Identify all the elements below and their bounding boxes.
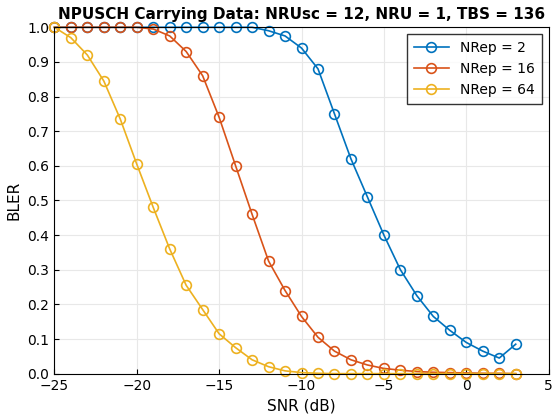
NRep = 64: [216, 331, 222, 336]
NRep = 16: [315, 335, 321, 340]
NRep = 2: [100, 25, 107, 30]
NRep = 2: [183, 25, 189, 30]
Line: NRep = 2: NRep = 2: [49, 22, 521, 363]
NRep = 2: [496, 356, 503, 361]
NRep = 64: [496, 371, 503, 376]
NRep = 2: [479, 349, 486, 354]
NRep = 16: [166, 34, 173, 39]
NRep = 16: [298, 314, 305, 319]
Y-axis label: BLER: BLER: [7, 181, 22, 220]
NRep = 16: [67, 25, 74, 30]
NRep = 16: [446, 370, 453, 375]
NRep = 2: [364, 194, 371, 200]
NRep = 2: [199, 25, 206, 30]
NRep = 16: [100, 25, 107, 30]
NRep = 2: [51, 25, 58, 30]
NRep = 16: [51, 25, 58, 30]
NRep = 2: [166, 25, 173, 30]
NRep = 16: [282, 288, 288, 293]
NRep = 2: [216, 25, 222, 30]
NRep = 64: [133, 162, 140, 167]
NRep = 64: [381, 371, 388, 376]
NRep = 64: [51, 25, 58, 30]
NRep = 16: [397, 368, 404, 373]
NRep = 16: [199, 73, 206, 78]
NRep = 16: [381, 366, 388, 371]
Legend: NRep = 2, NRep = 16, NRep = 64: NRep = 2, NRep = 16, NRep = 64: [407, 34, 542, 104]
NRep = 64: [282, 368, 288, 373]
NRep = 64: [265, 364, 272, 369]
NRep = 64: [512, 371, 519, 376]
NRep = 2: [133, 25, 140, 30]
Line: NRep = 64: NRep = 64: [49, 22, 521, 378]
NRep = 64: [298, 370, 305, 375]
NRep = 2: [265, 28, 272, 33]
NRep = 2: [413, 293, 420, 298]
NRep = 2: [249, 25, 255, 30]
NRep = 2: [150, 25, 157, 30]
NRep = 64: [84, 52, 91, 58]
NRep = 64: [315, 371, 321, 376]
NRep = 16: [413, 369, 420, 374]
NRep = 2: [331, 111, 338, 116]
NRep = 64: [348, 371, 354, 376]
NRep = 16: [183, 49, 189, 54]
NRep = 64: [232, 345, 239, 350]
NRep = 16: [117, 25, 124, 30]
NRep = 64: [364, 371, 371, 376]
NRep = 2: [381, 233, 388, 238]
NRep = 16: [249, 212, 255, 217]
NRep = 16: [84, 25, 91, 30]
NRep = 16: [216, 115, 222, 120]
NRep = 64: [397, 371, 404, 376]
NRep = 16: [331, 349, 338, 354]
NRep = 64: [199, 307, 206, 312]
NRep = 16: [348, 357, 354, 362]
NRep = 2: [84, 25, 91, 30]
Title: NPUSCH Carrying Data: NRUsc = 12, NRU = 1, TBS = 136: NPUSCH Carrying Data: NRUsc = 12, NRU = …: [58, 7, 545, 22]
NRep = 2: [298, 45, 305, 50]
NRep = 16: [232, 163, 239, 168]
NRep = 2: [67, 25, 74, 30]
NRep = 2: [463, 340, 470, 345]
NRep = 2: [232, 25, 239, 30]
NRep = 64: [479, 371, 486, 376]
NRep = 2: [430, 314, 437, 319]
NRep = 64: [249, 357, 255, 362]
NRep = 2: [348, 156, 354, 161]
NRep = 64: [150, 205, 157, 210]
NRep = 64: [446, 371, 453, 376]
NRep = 2: [117, 25, 124, 30]
NRep = 16: [265, 259, 272, 264]
NRep = 64: [183, 283, 189, 288]
NRep = 64: [463, 371, 470, 376]
NRep = 64: [100, 79, 107, 84]
NRep = 64: [331, 371, 338, 376]
NRep = 64: [166, 247, 173, 252]
NRep = 2: [446, 328, 453, 333]
NRep = 2: [512, 342, 519, 347]
NRep = 64: [67, 35, 74, 40]
NRep = 16: [463, 370, 470, 375]
X-axis label: SNR (dB): SNR (dB): [267, 398, 336, 413]
NRep = 16: [150, 26, 157, 32]
NRep = 2: [397, 267, 404, 272]
NRep = 16: [512, 371, 519, 376]
NRep = 2: [315, 66, 321, 71]
NRep = 64: [117, 116, 124, 121]
NRep = 16: [479, 371, 486, 376]
NRep = 2: [282, 34, 288, 39]
NRep = 64: [413, 371, 420, 376]
NRep = 64: [430, 371, 437, 376]
NRep = 16: [364, 362, 371, 368]
Line: NRep = 16: NRep = 16: [49, 22, 521, 378]
NRep = 16: [133, 25, 140, 30]
NRep = 16: [496, 371, 503, 376]
NRep = 16: [430, 370, 437, 375]
